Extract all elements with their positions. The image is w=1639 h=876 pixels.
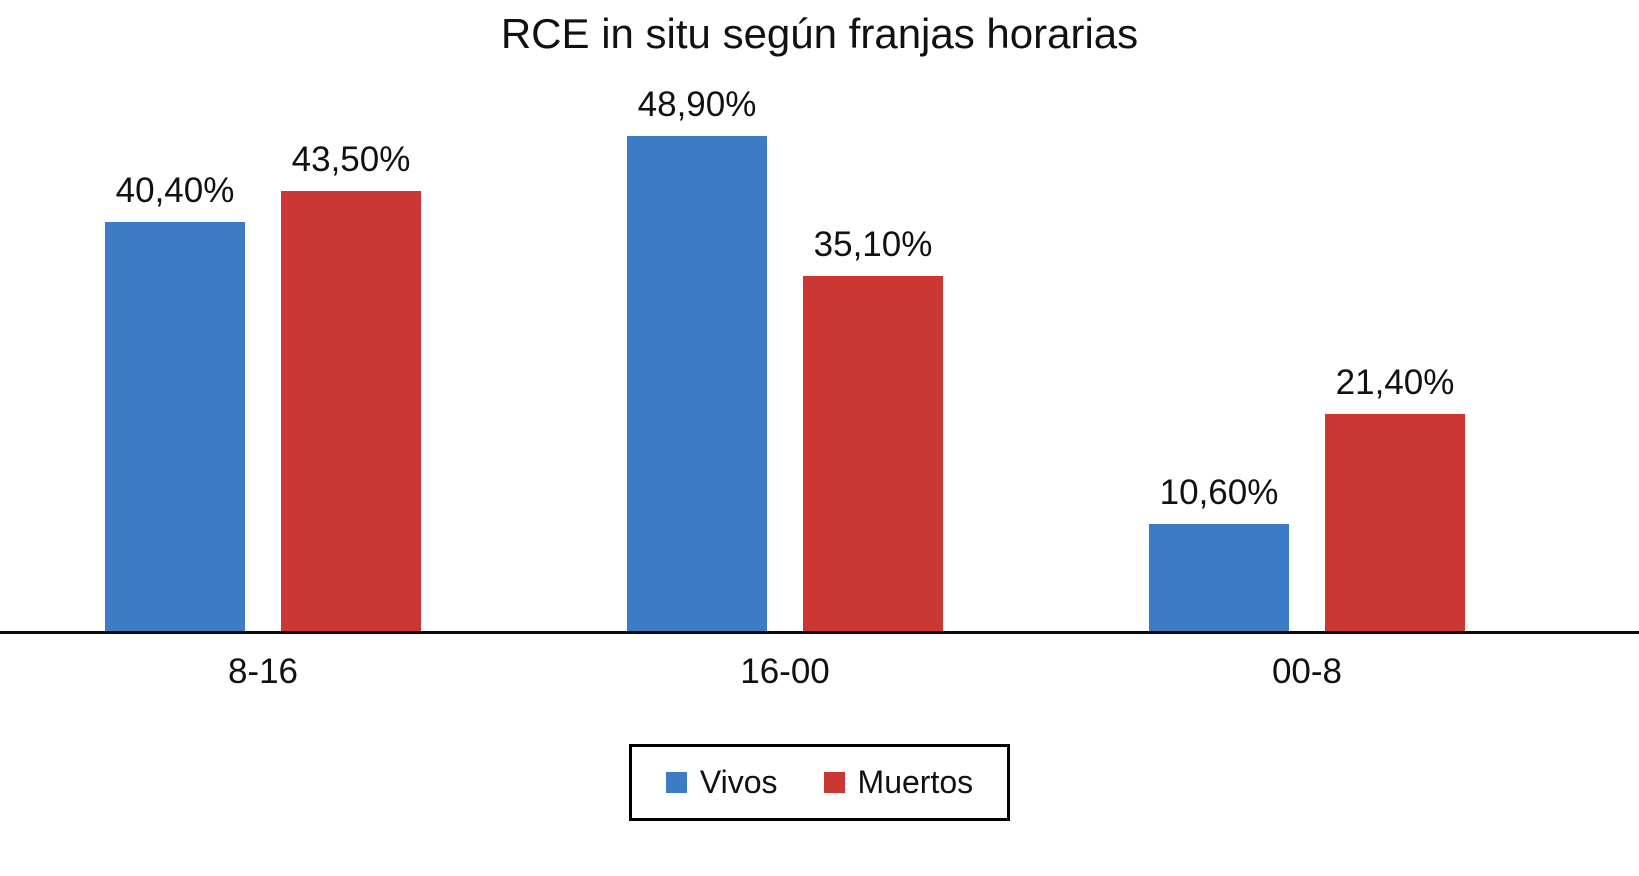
bar-wrap-muertos-8-16: 43,50% xyxy=(281,140,421,631)
chart-title: RCE in situ según franjas horarias xyxy=(500,10,1139,57)
x-tick-label-16-00: 16-00 xyxy=(740,652,830,691)
legend-row: Vivos Muertos xyxy=(0,744,1639,821)
legend: Vivos Muertos xyxy=(628,744,1011,821)
legend-item-vivos: Vivos xyxy=(665,764,778,801)
bar-wrap-vivos-8-16: 40,40% xyxy=(105,171,245,631)
bar-wrap-muertos-16-00: 35,10% xyxy=(803,225,943,631)
legend-label: Muertos xyxy=(857,764,974,800)
bar-muertos-16-00 xyxy=(803,276,943,631)
data-label: 48,90% xyxy=(637,85,757,124)
legend-swatch-icon xyxy=(823,772,845,793)
bar-group-00-8: 10,60% 21,40% xyxy=(1149,363,1465,631)
bar-wrap-vivos-16-00: 48,90% xyxy=(627,85,767,631)
bar-vivos-8-16 xyxy=(105,222,245,631)
bar-vivos-00-8 xyxy=(1149,524,1289,631)
data-label: 43,50% xyxy=(291,140,411,179)
x-tick-label-00-8: 00-8 xyxy=(1271,652,1343,691)
data-label: 35,10% xyxy=(813,225,933,264)
bar-group-8-16: 40,40% 43,50% xyxy=(105,140,421,631)
bar-wrap-vivos-00-8: 10,60% xyxy=(1149,473,1289,631)
data-label: 40,40% xyxy=(115,171,235,210)
legend-item-muertos: Muertos xyxy=(823,764,974,801)
x-tick-label-8-16: 8-16 xyxy=(227,652,299,691)
x-axis-labels: 8-16 16-00 00-8 xyxy=(0,634,1639,692)
bar-muertos-8-16 xyxy=(281,191,421,631)
plot-area: 40,40% 43,50% 48,90% 35,10% 10,60% 21,40% xyxy=(0,62,1639,634)
bar-wrap-muertos-00-8: 21,40% xyxy=(1325,363,1465,631)
bar-vivos-16-00 xyxy=(627,136,767,631)
data-label: 10,60% xyxy=(1159,473,1279,512)
legend-label: Vivos xyxy=(699,764,778,800)
bar-group-16-00: 48,90% 35,10% xyxy=(627,85,943,631)
legend-swatch-icon xyxy=(665,772,687,793)
bar-muertos-00-8 xyxy=(1325,414,1465,631)
data-label: 21,40% xyxy=(1335,363,1455,402)
